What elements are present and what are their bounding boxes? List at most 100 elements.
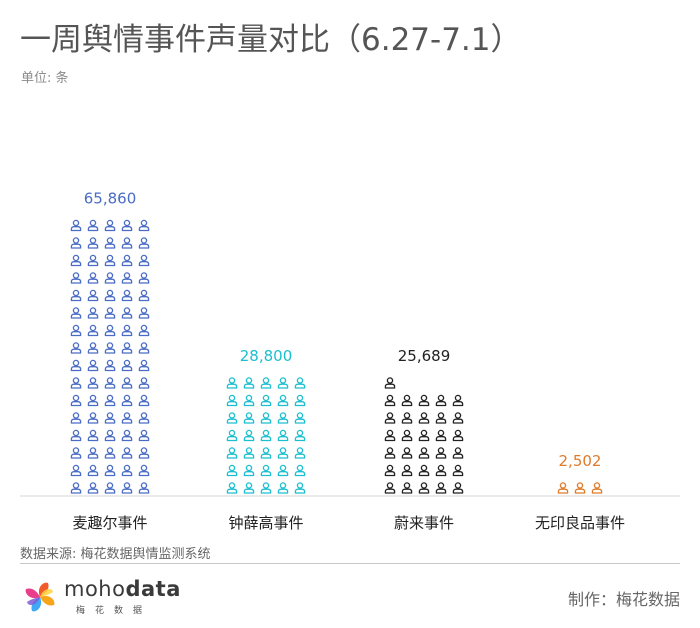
maker-credit: 制作：梅花数据 — [567, 590, 680, 609]
person-icon — [87, 464, 99, 477]
person-icon — [121, 272, 133, 284]
person-icon — [138, 412, 150, 424]
person-icon — [87, 219, 99, 232]
person-icon — [435, 394, 447, 407]
person-icon — [70, 412, 82, 424]
person-icon — [226, 377, 238, 389]
person-icon — [138, 342, 150, 354]
person-icon — [452, 464, 464, 477]
person-icon — [418, 412, 430, 424]
person-icon — [384, 377, 396, 389]
person-icon — [294, 412, 306, 424]
person-icon — [401, 429, 413, 442]
person-icon — [138, 219, 150, 232]
person-icon — [87, 237, 99, 249]
person-icon — [70, 237, 82, 249]
person-icon — [294, 394, 306, 407]
person-icon — [104, 254, 116, 267]
person-icon — [138, 289, 150, 302]
person-icon — [243, 412, 255, 424]
bar-1 — [70, 219, 150, 494]
person-icon — [418, 394, 430, 407]
person-icon — [87, 342, 99, 354]
person-icon — [384, 447, 396, 459]
person-icon — [87, 359, 99, 372]
person-icon — [294, 482, 306, 494]
person-icon — [121, 464, 133, 477]
person-icon — [418, 429, 430, 442]
person-icon — [121, 237, 133, 249]
person-icon — [87, 307, 99, 319]
value-label: 65,860 — [84, 190, 137, 208]
person-icon — [138, 307, 150, 319]
flower-logo-icon — [25, 582, 55, 612]
person-icon — [277, 429, 289, 442]
person-icon — [87, 289, 99, 302]
person-icon — [277, 377, 289, 389]
person-icon — [243, 394, 255, 407]
person-icon — [138, 359, 150, 372]
person-icon — [70, 289, 82, 302]
person-icon — [277, 394, 289, 407]
person-icon — [104, 272, 116, 284]
person-icon — [70, 377, 82, 389]
person-icon — [226, 482, 238, 494]
person-icon — [243, 464, 255, 477]
person-icon — [87, 254, 99, 267]
person-icon — [138, 272, 150, 284]
person-icon — [277, 482, 289, 494]
person-icon — [87, 394, 99, 407]
person-icon — [260, 482, 272, 494]
person-icon — [557, 482, 569, 494]
value-label: 28,800 — [240, 347, 293, 365]
person-icon — [70, 342, 82, 354]
person-icon — [70, 219, 82, 232]
person-icon — [401, 447, 413, 459]
bar-2 — [226, 377, 306, 494]
value-label: 2,502 — [559, 452, 602, 470]
person-icon — [70, 324, 82, 337]
person-icon — [294, 464, 306, 477]
mohodata-logo: mohodata 梅花数据 — [20, 575, 180, 620]
person-icon — [70, 482, 82, 494]
person-icon — [452, 482, 464, 494]
person-icon — [277, 464, 289, 477]
category-label: 蔚来事件 — [394, 514, 454, 532]
person-icon — [243, 377, 255, 389]
person-icon — [452, 412, 464, 424]
person-icon — [435, 464, 447, 477]
person-icon — [226, 429, 238, 442]
person-icon — [260, 447, 272, 459]
person-icon — [104, 342, 116, 354]
person-icon — [104, 359, 116, 372]
person-icon — [418, 482, 430, 494]
person-icon — [104, 324, 116, 337]
footer-divider — [20, 563, 680, 564]
person-icon — [226, 412, 238, 424]
person-icon — [121, 307, 133, 319]
person-icon — [121, 359, 133, 372]
data-source: 数据来源: 梅花数据舆情监测系统 — [20, 547, 211, 562]
person-icon — [384, 412, 396, 424]
person-icon — [418, 464, 430, 477]
person-icon — [277, 447, 289, 459]
person-icon — [138, 447, 150, 459]
person-icon — [260, 429, 272, 442]
person-icon — [435, 482, 447, 494]
person-icon — [104, 237, 116, 249]
person-icon — [401, 394, 413, 407]
bar-4 — [557, 482, 603, 494]
logo-wordmark: mohodata — [64, 577, 181, 601]
person-icon — [70, 359, 82, 372]
person-icon — [260, 377, 272, 389]
person-icon — [138, 429, 150, 442]
person-icon — [226, 394, 238, 407]
category-label: 麦趣尔事件 — [72, 514, 147, 532]
person-icon — [138, 394, 150, 407]
person-icon — [104, 377, 116, 389]
person-icon — [104, 412, 116, 424]
person-icon — [435, 429, 447, 442]
person-icon — [87, 482, 99, 494]
person-icon — [435, 447, 447, 459]
person-icon — [401, 482, 413, 494]
